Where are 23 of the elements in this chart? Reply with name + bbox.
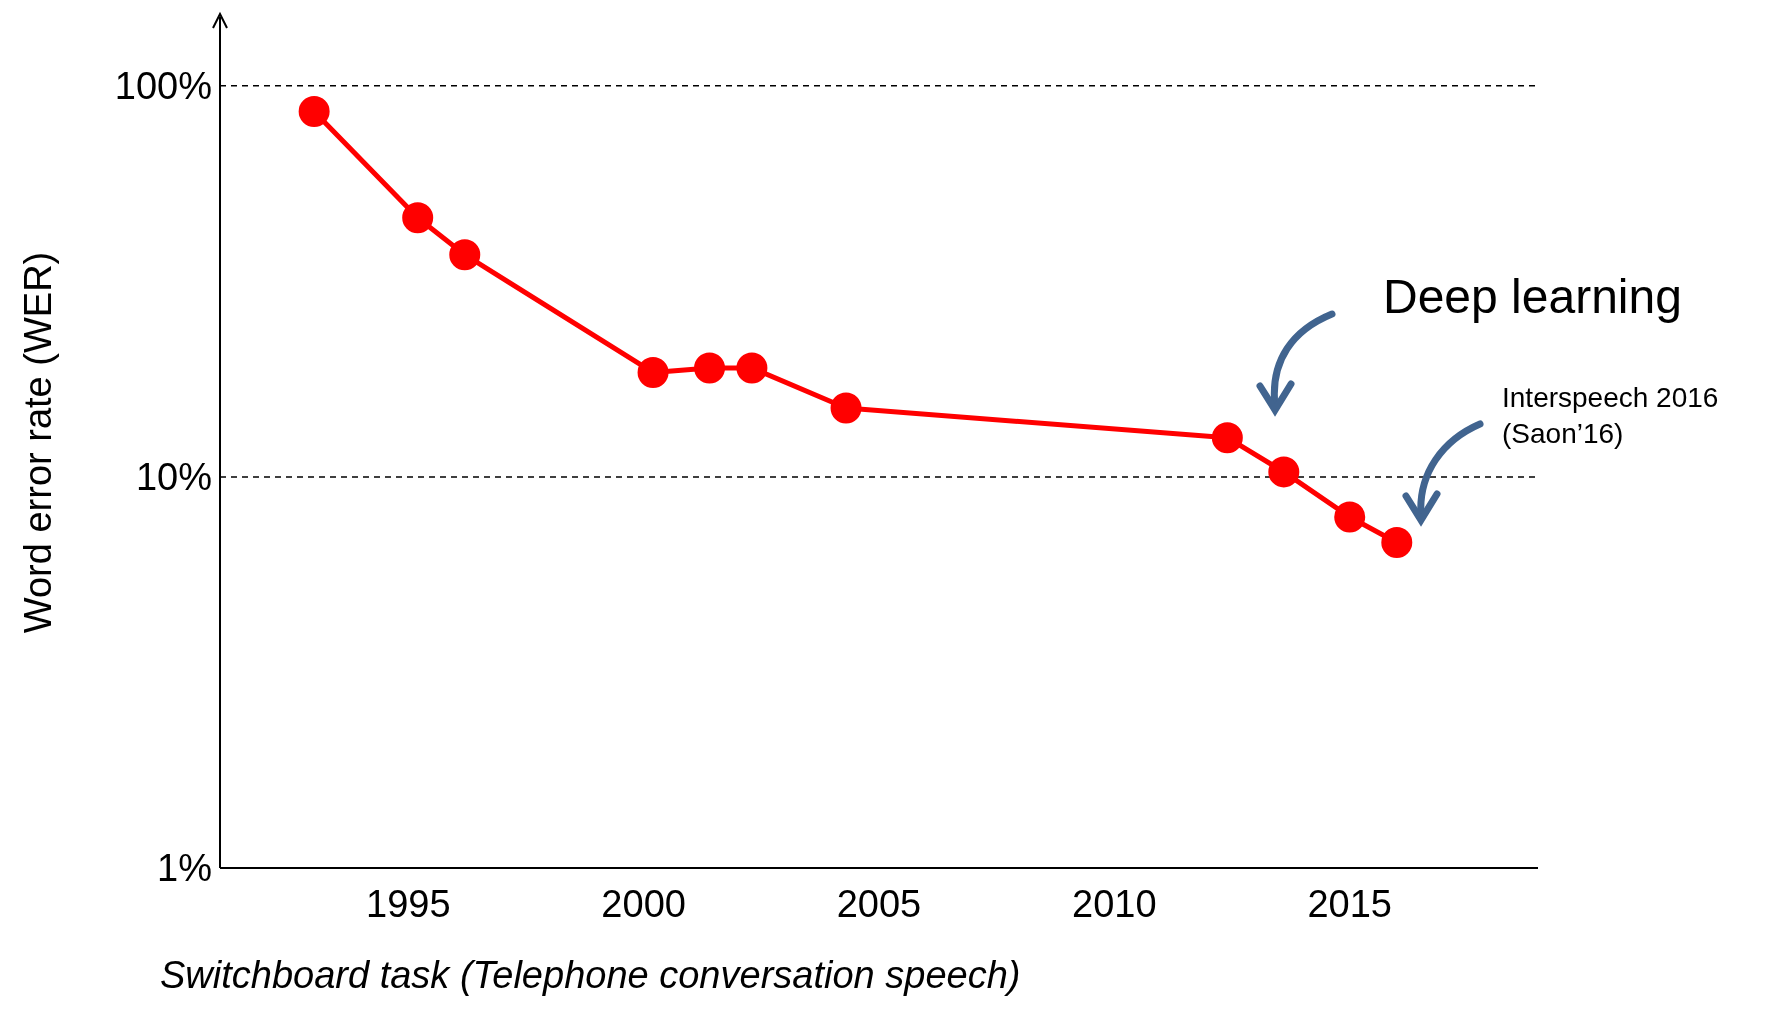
point xyxy=(449,239,481,271)
x-tick-label: 1995 xyxy=(366,882,451,925)
point xyxy=(1268,456,1300,488)
point xyxy=(736,352,768,384)
point xyxy=(1334,501,1366,533)
x-tick-label: 2000 xyxy=(601,882,686,925)
x-axis-title: Switchboard task (Telephone conversation speech) xyxy=(160,954,1021,996)
point xyxy=(637,356,669,388)
point xyxy=(402,202,434,234)
point xyxy=(694,352,726,384)
annotation: Deep learning xyxy=(1383,269,1682,325)
y-tick-label: 100% xyxy=(114,65,212,108)
point xyxy=(830,392,862,424)
y-axis-title: Word error rate (WER) xyxy=(17,251,60,634)
point xyxy=(1381,526,1413,558)
point xyxy=(1211,422,1243,454)
point xyxy=(298,95,330,127)
x-tick-label: 2005 xyxy=(836,882,922,925)
annotation: Interspeech 2016 (Saon’16) xyxy=(1502,381,1719,452)
y-tick-label: 1% xyxy=(157,847,212,890)
x-tick-label: 2010 xyxy=(1072,882,1157,925)
y-tick-label: 10% xyxy=(135,456,212,499)
x-tick-label: 2015 xyxy=(1307,882,1392,925)
